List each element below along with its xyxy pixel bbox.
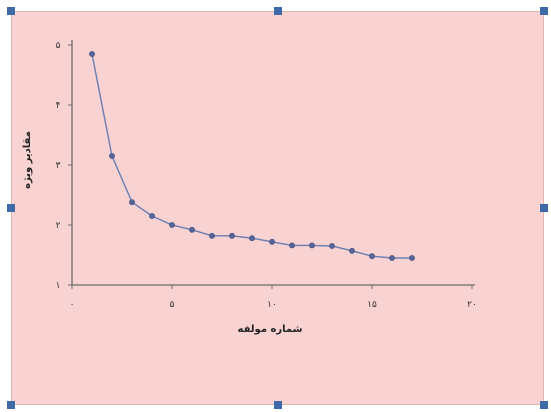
x-tick-label: ۰ xyxy=(70,300,75,310)
data-point xyxy=(209,232,215,239)
data-point xyxy=(349,247,355,254)
y-axis-title: مقادیر ویژه xyxy=(22,131,33,189)
resize-handle-top-left[interactable] xyxy=(7,7,15,15)
data-point xyxy=(149,213,155,219)
data-point xyxy=(109,153,115,159)
resize-handle-bottom-left[interactable] xyxy=(7,401,15,409)
y-tick-label: ۵ xyxy=(56,41,61,51)
x-tick-label: ۲۰ xyxy=(467,300,477,310)
data-point xyxy=(249,235,255,242)
resize-handle-bottom-middle[interactable] xyxy=(274,401,282,409)
data-point xyxy=(289,242,295,249)
axis-ticks: ۰ ۵ ۱۰ ۱۵ ۲۰ ۱ ۲ ۳ ۴ ۵ xyxy=(56,41,477,310)
data-point xyxy=(389,255,395,261)
data-point xyxy=(409,255,415,261)
series-line xyxy=(91,53,412,259)
data-point xyxy=(269,238,275,245)
resize-handle-middle-right[interactable] xyxy=(540,204,548,212)
data-point xyxy=(329,243,335,249)
data-point xyxy=(229,232,235,239)
resize-handle-middle-left[interactable] xyxy=(7,204,15,212)
resize-handle-bottom-right[interactable] xyxy=(540,401,548,409)
y-tick-label: ۱ xyxy=(56,281,61,291)
y-tick-label: ۴ xyxy=(56,101,61,111)
data-points xyxy=(89,51,415,261)
data-point xyxy=(129,199,135,206)
data-point xyxy=(89,51,95,57)
data-point xyxy=(309,242,315,249)
chart-area xyxy=(11,11,544,405)
y-tick-label: ۳ xyxy=(56,161,61,171)
x-tick-label: ۵ xyxy=(170,300,175,310)
resize-handle-top-middle[interactable] xyxy=(274,7,282,15)
data-point xyxy=(169,222,175,228)
resize-handle-top-right[interactable] xyxy=(540,7,548,15)
x-tick-label: ۱۰ xyxy=(267,300,277,310)
x-axis-title: شماره مولفه xyxy=(238,324,303,335)
x-tick-label: ۱۵ xyxy=(367,300,377,310)
data-point xyxy=(369,253,375,260)
data-point xyxy=(189,226,195,233)
y-tick-label: ۲ xyxy=(56,221,61,231)
